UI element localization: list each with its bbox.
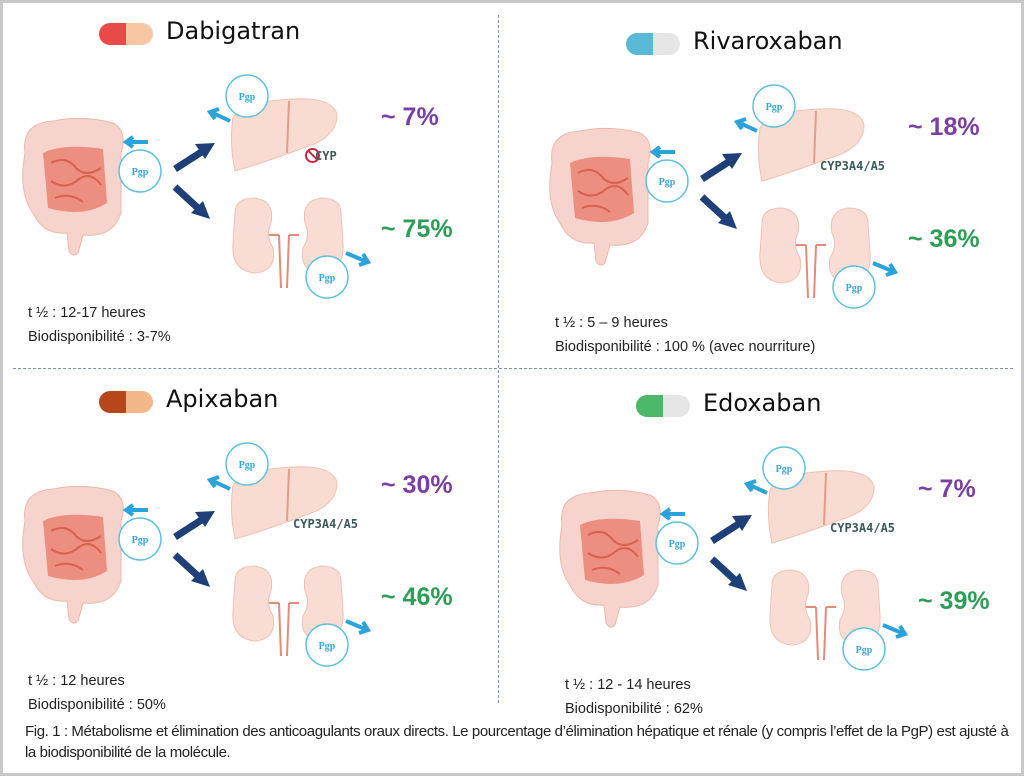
svg-text:Pgp: Pgp: [766, 102, 783, 113]
arrow-out-liver-icon: [743, 479, 768, 495]
arrow-out-kidney-icon: [882, 623, 909, 639]
bioavailability: Biodisponibilité : 62%: [565, 701, 703, 717]
drug-name: Apixaban: [166, 385, 279, 413]
intestine-icon: [22, 485, 124, 624]
figure-caption: Fig. 1 : Métabolisme et élimination des …: [25, 723, 1009, 761]
hepatic-elimination: ~ 30%: [381, 471, 453, 499]
enzyme-label: CYP3A4/A5: [293, 517, 359, 531]
pgp-liver: Pgp: [752, 84, 796, 128]
drug-name: Rivaroxaban: [693, 27, 843, 55]
arrow-to-kidney-icon: [172, 184, 210, 219]
drug-name: Dabigatran: [166, 17, 301, 45]
arrow-out-liver-icon: [206, 107, 231, 123]
panel-apixaban: Apixaban Pgp: [3, 371, 503, 731]
half-life: t ½ : 12 - 14 heures: [565, 677, 691, 693]
intestine-icon: [549, 127, 651, 266]
pill-icon: [99, 391, 153, 413]
svg-text:Pgp: Pgp: [669, 539, 686, 550]
renal-elimination: ~ 46%: [381, 583, 453, 611]
pgp-intestine: Pgp: [655, 521, 699, 565]
pgp-intestine: Pgp: [645, 159, 689, 203]
kidneys-icon: [232, 197, 344, 289]
pgp-kidney: Pgp: [305, 623, 349, 667]
arrow-to-liver-icon: [173, 143, 215, 172]
intestine-icon: [559, 489, 661, 628]
arrow-to-liver-icon: [700, 153, 742, 182]
metabolism-illustration: Pgp Pgp: [22, 442, 372, 667]
pgp-kidney: Pgp: [305, 255, 349, 299]
bioavailability: Biodisponibilité : 50%: [28, 697, 166, 713]
horizontal-divider: [13, 368, 1013, 369]
pill-icon: [626, 33, 680, 55]
renal-elimination: ~ 36%: [908, 225, 980, 253]
panel-rivaroxaban: Rivaroxaban Pgp: [530, 13, 1021, 373]
pgp-intestine: Pgp: [118, 149, 162, 193]
svg-text:Pgp: Pgp: [319, 641, 336, 652]
arrow-left-icon: [122, 503, 148, 517]
pgp-liver: Pgp: [225, 74, 269, 118]
vertical-divider: [498, 15, 499, 703]
pill-icon: [99, 23, 153, 45]
pgp-kidney: Pgp: [832, 265, 876, 309]
liver-icon: [757, 108, 865, 182]
liver-icon: [767, 470, 875, 544]
svg-text:Pgp: Pgp: [132, 535, 149, 546]
half-life: t ½ : 12-17 heures: [28, 305, 146, 321]
arrow-out-kidney-icon: [872, 261, 899, 277]
panel-edoxaban: Edoxaban Pgp: [540, 375, 1021, 735]
arrow-out-kidney-icon: [345, 251, 372, 267]
svg-text:Pgp: Pgp: [132, 167, 149, 178]
half-life: t ½ : 5 – 9 heures: [555, 315, 668, 331]
pgp-intestine: Pgp: [118, 517, 162, 561]
svg-text:Pgp: Pgp: [846, 283, 863, 294]
drug-name: Edoxaban: [703, 389, 822, 417]
kidneys-icon: [759, 207, 871, 299]
hepatic-elimination: ~ 7%: [918, 475, 976, 503]
hepatic-elimination: ~ 7%: [381, 103, 439, 131]
kidneys-icon: [769, 569, 881, 661]
svg-text:Pgp: Pgp: [856, 645, 873, 656]
intestine-icon: [22, 117, 124, 256]
arrow-left-icon: [659, 507, 685, 521]
renal-elimination: ~ 39%: [918, 587, 990, 615]
bioavailability: Biodisponibilité : 3-7%: [28, 329, 171, 345]
kidneys-icon: [232, 565, 344, 657]
panel-dabigatran: Dabigatran Pgp: [3, 3, 503, 363]
arrow-to-kidney-icon: [699, 194, 737, 229]
svg-text:Pgp: Pgp: [319, 273, 336, 284]
svg-text:Pgp: Pgp: [659, 177, 676, 188]
pgp-kidney: Pgp: [842, 627, 886, 671]
liver-icon: [230, 98, 338, 172]
enzyme-label: CYP: [315, 149, 337, 163]
metabolism-illustration: Pgp Pgp: [559, 446, 909, 671]
pill-icon: [636, 395, 690, 417]
liver-icon: [230, 466, 338, 540]
renal-elimination: ~ 75%: [381, 215, 453, 243]
arrow-to-liver-icon: [173, 511, 215, 540]
arrow-left-icon: [649, 145, 675, 159]
pgp-liver: Pgp: [225, 442, 269, 486]
arrow-out-liver-icon: [733, 117, 758, 133]
svg-text:Pgp: Pgp: [776, 464, 793, 475]
arrow-to-kidney-icon: [709, 556, 747, 591]
arrow-left-icon: [122, 135, 148, 149]
svg-text:Pgp: Pgp: [239, 460, 256, 471]
arrow-out-liver-icon: [206, 475, 231, 491]
metabolism-illustration: Pgp Pgp: [22, 74, 372, 299]
metabolism-illustration: Pgp Pgp: [549, 84, 899, 309]
arrow-to-kidney-icon: [172, 552, 210, 587]
arrow-out-kidney-icon: [345, 619, 372, 635]
pgp-liver: Pgp: [762, 446, 806, 490]
half-life: t ½ : 12 heures: [28, 673, 125, 689]
no-cyp-icon: [305, 148, 320, 163]
enzyme-label: CYP3A4/A5: [830, 521, 896, 535]
svg-text:Pgp: Pgp: [239, 92, 256, 103]
arrow-to-liver-icon: [710, 515, 752, 544]
enzyme-label: CYP3A4/A5: [820, 159, 886, 173]
bioavailability: Biodisponibilité : 100 % (avec nourritur…: [555, 339, 816, 355]
hepatic-elimination: ~ 18%: [908, 113, 980, 141]
